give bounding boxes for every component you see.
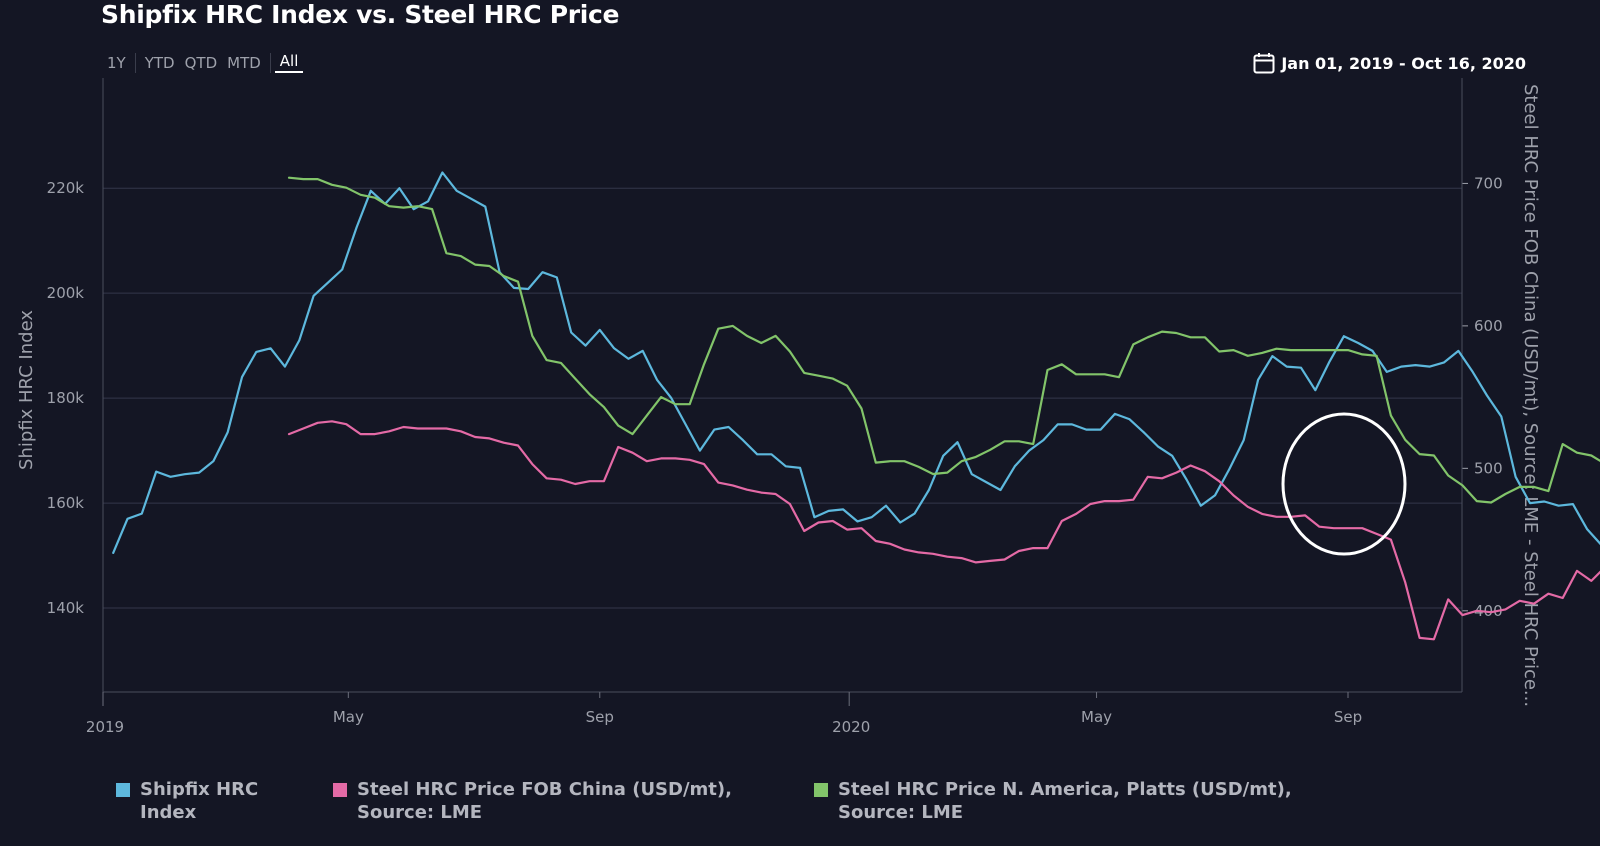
tab-mtd[interactable]: MTD [227, 53, 261, 72]
y-right-tick-label: 700 [1474, 174, 1503, 192]
x-tick-label: 2020 [832, 718, 870, 736]
legend-label-america: Steel HRC Price N. America, Platts (USD/… [838, 779, 1292, 823]
y-right-tick-label: 600 [1474, 317, 1503, 335]
y-left-tick-label: 180k [47, 389, 85, 407]
tab-all[interactable]: All [274, 52, 304, 73]
x-tick-label: Sep [586, 708, 614, 726]
y-right-tick-label: 400 [1474, 602, 1503, 620]
series-line-china [287, 420, 1600, 641]
legend-item-shipfix[interactable]: Shipfix HRC Index [116, 778, 258, 824]
legend-swatch-china [333, 783, 347, 797]
calendar-icon [1253, 53, 1275, 74]
x-tick-label: 2019 [86, 718, 124, 736]
tab-1y[interactable]: 1Y [107, 53, 126, 72]
y-right-tick-label: 500 [1474, 459, 1503, 477]
x-tick-label: May [1081, 708, 1112, 726]
x-tick-label: May [333, 708, 364, 726]
y-right-axis-title: Steel HRC Price FOB China (USD/mt), Sour… [1520, 84, 1541, 707]
legend-label-china: Steel HRC Price FOB China (USD/mt), Sourc… [357, 779, 732, 823]
date-range-label: Jan 01, 2019 - Oct 16, 2020 [1281, 53, 1526, 73]
x-tick-label: Sep [1334, 708, 1362, 726]
series-line-shipfix [112, 171, 1600, 554]
legend-item-china[interactable]: Steel HRC Price FOB China (USD/mt), Sourc… [333, 778, 732, 824]
chart-title: Shipfix HRC Index vs. Steel HRC Price [101, 0, 620, 29]
tab-divider [134, 52, 136, 73]
series-line-america [287, 176, 1600, 504]
y-left-tick-label: 220k [47, 179, 85, 197]
tab-divider [269, 52, 271, 73]
range-tabs: 1Y YTD QTD MTD All [102, 52, 304, 73]
highlight-circle [1281, 412, 1407, 556]
tab-qtd[interactable]: QTD [184, 53, 218, 72]
y-left-tick-label: 200k [47, 284, 85, 302]
legend-swatch-america [814, 783, 828, 797]
tab-ytd[interactable]: YTD [144, 53, 175, 72]
legend-label-shipfix: Shipfix HRC Index [140, 779, 259, 823]
date-range-picker[interactable]: Jan 01, 2019 - Oct 16, 2020 [1253, 52, 1526, 74]
y-left-tick-label: 140k [47, 599, 85, 617]
line-chart: 140k 160k 180k 200k 220k 400 500 600 700 2019 May S… [16, 78, 1600, 736]
legend-swatch-shipfix [116, 783, 130, 797]
y-left-tick-label: 160k [47, 494, 85, 512]
legend-item-america[interactable]: Steel HRC Price N. America, Platts (USD/… [814, 778, 1292, 824]
y-left-axis-title: Shipfix HRC Index [16, 310, 37, 470]
chart-legend: Shipfix HRC Index Steel HRC Price FOB Chi… [0, 778, 1600, 838]
